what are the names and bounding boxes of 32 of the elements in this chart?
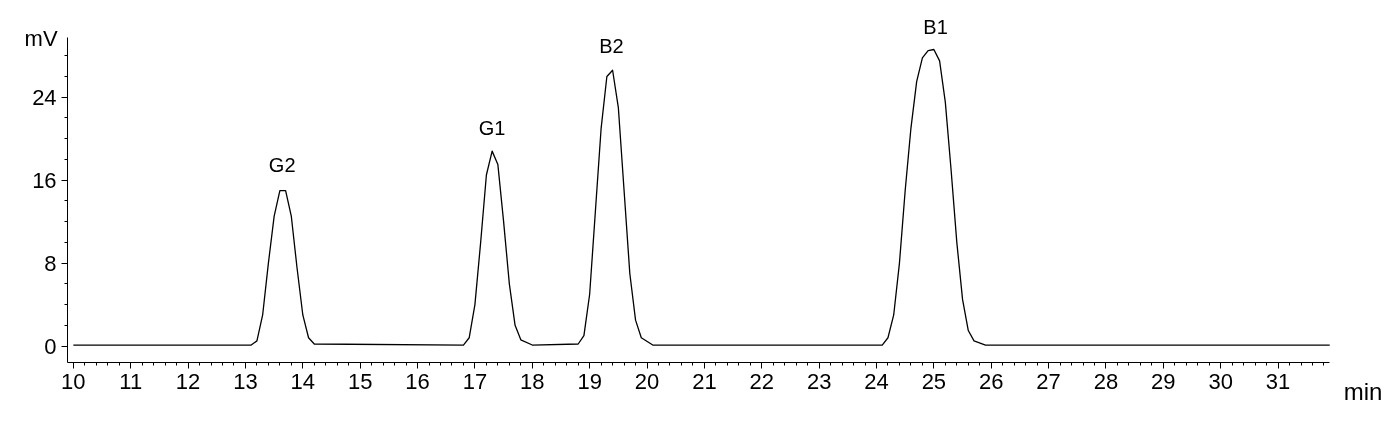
y-tick-label: 24 <box>32 84 57 110</box>
x-tick-label: 24 <box>864 368 889 394</box>
x-tick-label: 31 <box>1265 368 1291 394</box>
x-tick-label: 23 <box>806 368 832 394</box>
x-tick-label: 14 <box>290 368 316 394</box>
x-tick-label: 28 <box>1093 368 1119 394</box>
annotation: B2 <box>599 35 624 58</box>
x-tick-label: 13 <box>233 368 258 394</box>
x-tick-label: 19 <box>577 368 602 394</box>
annotation: G1 <box>478 117 506 140</box>
x-tick-label: 27 <box>1036 368 1061 394</box>
x-tick-label: 18 <box>520 368 545 394</box>
x-tick-label: 30 <box>1208 368 1233 394</box>
x-tick-label: 12 <box>175 368 201 394</box>
x-tick-label: 26 <box>979 368 1004 394</box>
x-tick-label: 11 <box>119 368 143 394</box>
y-tick-label: 8 <box>44 250 57 276</box>
x-tick-label: 17 <box>462 368 488 394</box>
x-tick-label: 10 <box>61 368 86 394</box>
y-tick-label: 0 <box>44 333 57 359</box>
x-tick-label: 29 <box>1151 368 1176 394</box>
x-tick-label: 20 <box>634 368 660 394</box>
x-tick-label: 16 <box>405 368 430 394</box>
y-tick-label: 16 <box>32 167 57 193</box>
x-axis-title: min <box>1343 377 1383 405</box>
annotation: G2 <box>268 154 296 177</box>
annotation: B1 <box>923 15 948 38</box>
y-axis-title: mV <box>24 26 58 52</box>
x-tick-label: 21 <box>692 368 717 394</box>
x-tick-label: 25 <box>921 368 947 394</box>
x-tick-label: 15 <box>347 368 373 394</box>
x-tick-label: 22 <box>749 368 775 394</box>
